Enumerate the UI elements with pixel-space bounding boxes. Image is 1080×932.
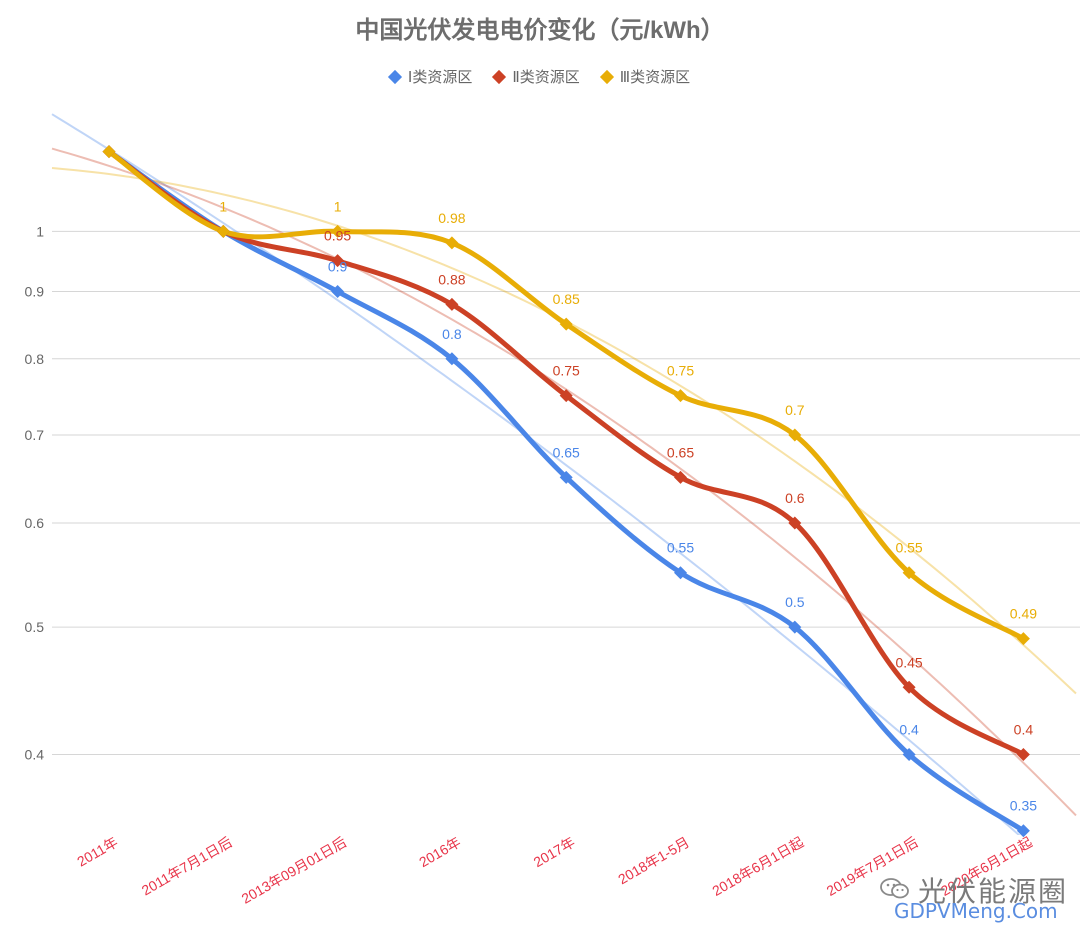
- point-series-1: [559, 470, 573, 484]
- x-tick-label: 2013年09月01日后: [239, 834, 349, 907]
- point-series-3: [1016, 632, 1030, 646]
- data-label-series-3: 0.98: [438, 210, 465, 226]
- y-tick-label: 0.9: [25, 284, 45, 300]
- data-label-series-1: 0.55: [667, 540, 694, 556]
- point-series-2: [902, 680, 916, 694]
- data-label-series-3: 1: [219, 198, 227, 214]
- line-series-1: [106, 149, 1026, 834]
- x-tick-label: 2018年6月1日起: [709, 834, 806, 899]
- x-tick-label: 2016年: [416, 834, 463, 870]
- point-series-3: [788, 428, 802, 442]
- point-series-3: [674, 389, 687, 403]
- point-series-2: [445, 297, 459, 311]
- trendline-series-2: [51, 147, 1077, 817]
- point-series-1: [445, 352, 459, 366]
- data-label-series-1: 0.65: [553, 444, 580, 460]
- point-series-1: [788, 620, 802, 634]
- watermark-url: GDPVMeng.Com: [894, 899, 1058, 923]
- x-tick-label: 2018年1-5月: [615, 834, 692, 888]
- data-label-series-1: 0.9: [328, 259, 348, 275]
- legend-label-series-3: Ⅲ类资源区: [619, 69, 691, 86]
- grid-lines: [52, 230, 1080, 755]
- point-series-2: [674, 470, 687, 484]
- wechat-icon: [880, 878, 909, 899]
- point-series-2: [1016, 747, 1030, 761]
- data-label-series-2: 0.88: [438, 271, 465, 287]
- legend-label-series-1: Ⅰ类资源区: [407, 69, 473, 86]
- legend-item-series-1[interactable]: Ⅰ类资源区: [387, 66, 473, 87]
- data-label-series-1: 0.5: [785, 594, 805, 610]
- chart-title: 中国光伏发电电价变化（元/kWh）: [355, 17, 725, 44]
- data-label-series-3: 0.55: [895, 540, 922, 556]
- y-tick-label: 0.4: [25, 746, 45, 762]
- data-label-series-3: 0.85: [553, 291, 580, 307]
- legend: Ⅰ类资源区 Ⅱ类资源区 Ⅲ类资源区: [0, 66, 1080, 87]
- legend-item-series-2[interactable]: Ⅱ类资源区: [492, 66, 580, 87]
- y-tick-label: 0.7: [25, 427, 45, 443]
- point-series-1: [902, 747, 916, 761]
- line-series-2: [106, 149, 1026, 757]
- line-series-3: [106, 149, 1026, 642]
- x-tick-label: 2011年7月1日后: [139, 834, 235, 899]
- x-tick-label: 2011年: [74, 834, 120, 870]
- data-label-series-2: 0.4: [1014, 721, 1034, 737]
- series-lines: [106, 149, 1026, 834]
- point-series-1: [674, 566, 687, 580]
- data-points: [102, 145, 1030, 838]
- watermark-name: 光伏能源圈: [918, 875, 1069, 908]
- data-label-series-3: 0.75: [667, 363, 694, 379]
- data-label-series-1: 0.35: [1010, 798, 1037, 814]
- trendline-series-1: [51, 113, 1021, 835]
- point-series-3: [216, 224, 230, 238]
- y-tick-label: 1: [36, 223, 44, 239]
- point-series-3: [559, 317, 573, 331]
- point-series-3: [331, 224, 345, 238]
- data-label-series-2: 0.65: [667, 444, 694, 460]
- data-label-series-1: 0.4: [899, 721, 919, 737]
- data-label-series-2: 0.6: [785, 490, 805, 506]
- x-tick-label: 2017年: [531, 834, 578, 870]
- point-series-1: [331, 285, 345, 299]
- data-label-series-3: 0.49: [1010, 606, 1037, 622]
- watermark: 光伏能源圈 GDPVMeng.Com: [870, 870, 1070, 926]
- y-axis-ticks: 0.4 0.5 0.6 0.7 0.8 0.9 1: [25, 223, 45, 762]
- legend-item-series-3[interactable]: Ⅲ类资源区: [599, 66, 691, 87]
- point-series-2: [331, 254, 345, 268]
- point-series-3: [902, 566, 916, 580]
- trendline-series-3: [51, 167, 1077, 695]
- y-tick-label: 0.5: [25, 619, 45, 635]
- data-label-series-1: 0.8: [442, 326, 462, 342]
- point-series-2: [559, 389, 573, 403]
- point-series-1: [1016, 824, 1030, 838]
- data-labels: 0.9 0.8 0.65 0.55 0.5 0.4 0.35 0.95 0.88 0.75 0.65…: [219, 198, 1037, 813]
- y-tick-label: 0.6: [25, 515, 45, 531]
- data-label-series-2: 0.45: [895, 654, 922, 670]
- data-label-series-2: 0.95: [324, 228, 351, 244]
- point-series-3: [102, 145, 116, 159]
- trend-lines: [51, 113, 1077, 835]
- point-series-2: [788, 516, 802, 530]
- y-tick-label: 0.8: [25, 351, 45, 367]
- data-label-series-3: 1: [334, 198, 342, 214]
- point-series-3: [445, 236, 459, 250]
- data-label-series-3: 0.7: [785, 402, 805, 418]
- legend-label-series-2: Ⅱ类资源区: [512, 69, 580, 86]
- data-label-series-2: 0.75: [553, 363, 580, 379]
